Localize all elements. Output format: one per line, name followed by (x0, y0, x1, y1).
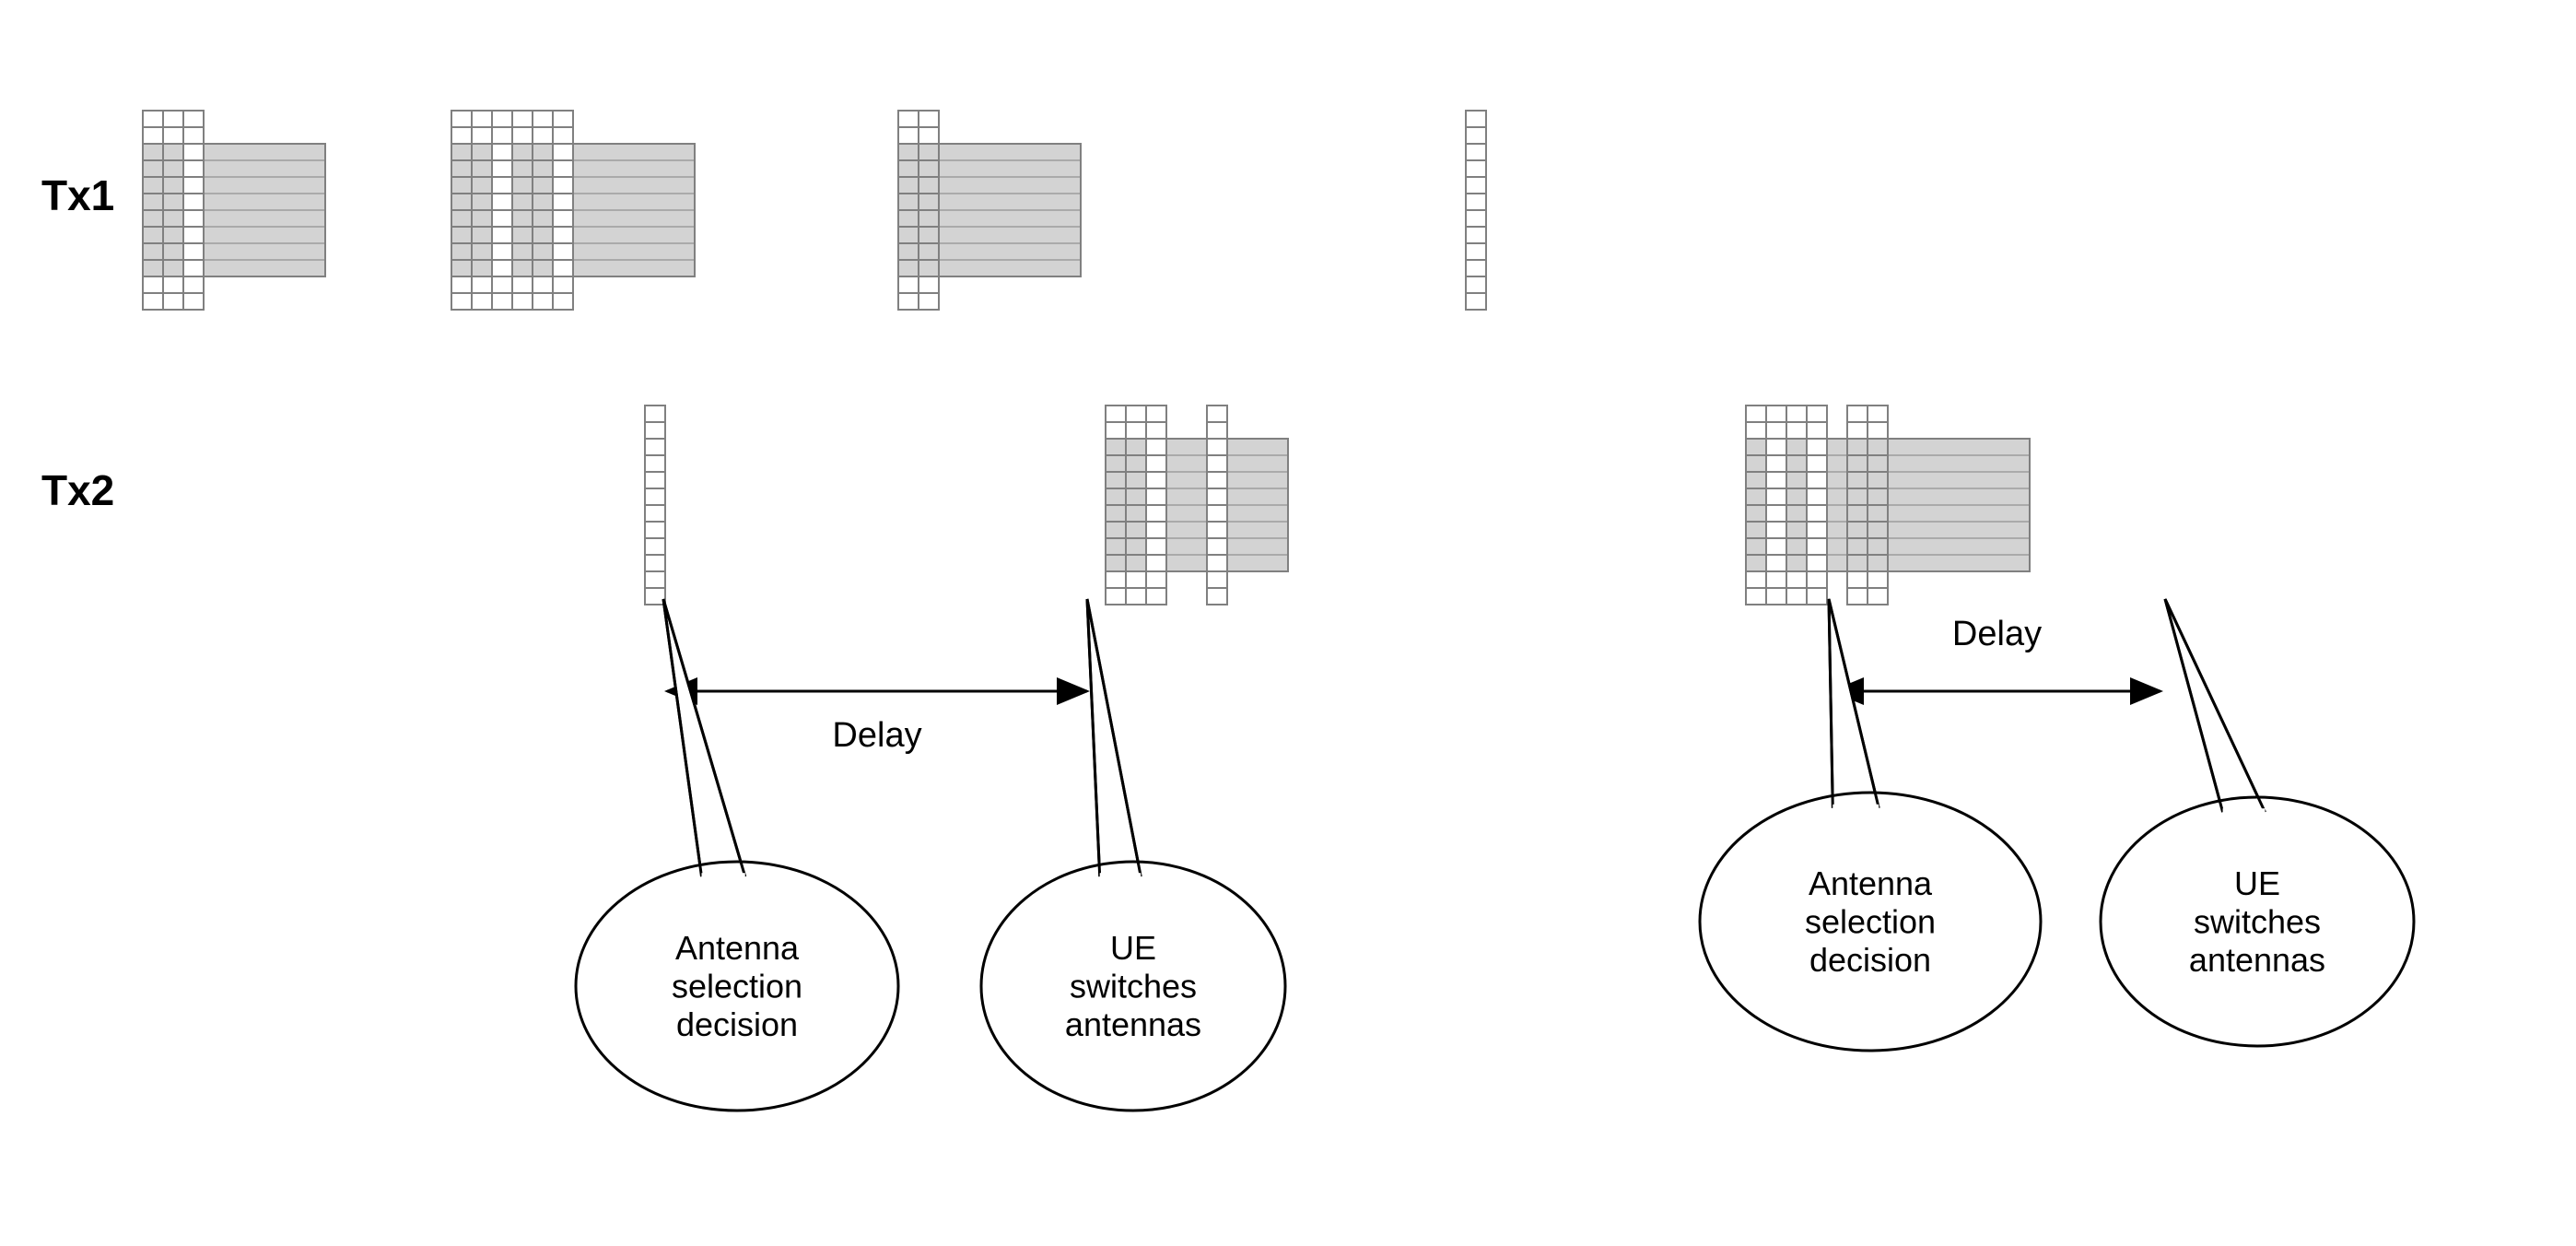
callout-text-1-0: UE (1110, 929, 1156, 967)
callout-text-0-0: Antenna (675, 929, 800, 967)
callout-text-3-0: UE (2234, 864, 2280, 902)
callout-text-2-1: selection (1805, 903, 1936, 941)
delay-label-0: Delay (832, 716, 921, 755)
diagram-svg: DelayDelayAntennaselectiondecisionUEswit… (0, 0, 2576, 1246)
callout-text-3-2: antennas (2189, 941, 2325, 979)
callout-text-3-1: switches (2194, 903, 2321, 941)
callout-text-2-0: Antenna (1809, 864, 1933, 902)
callout-text-1-2: antennas (1065, 1005, 1201, 1043)
callout-text-0-1: selection (672, 968, 802, 1005)
delay-label-1: Delay (1952, 615, 2042, 653)
callout-text-1-1: switches (1070, 968, 1197, 1005)
callout-text-2-2: decision (1809, 941, 1931, 979)
callout-text-0-2: decision (676, 1005, 798, 1043)
